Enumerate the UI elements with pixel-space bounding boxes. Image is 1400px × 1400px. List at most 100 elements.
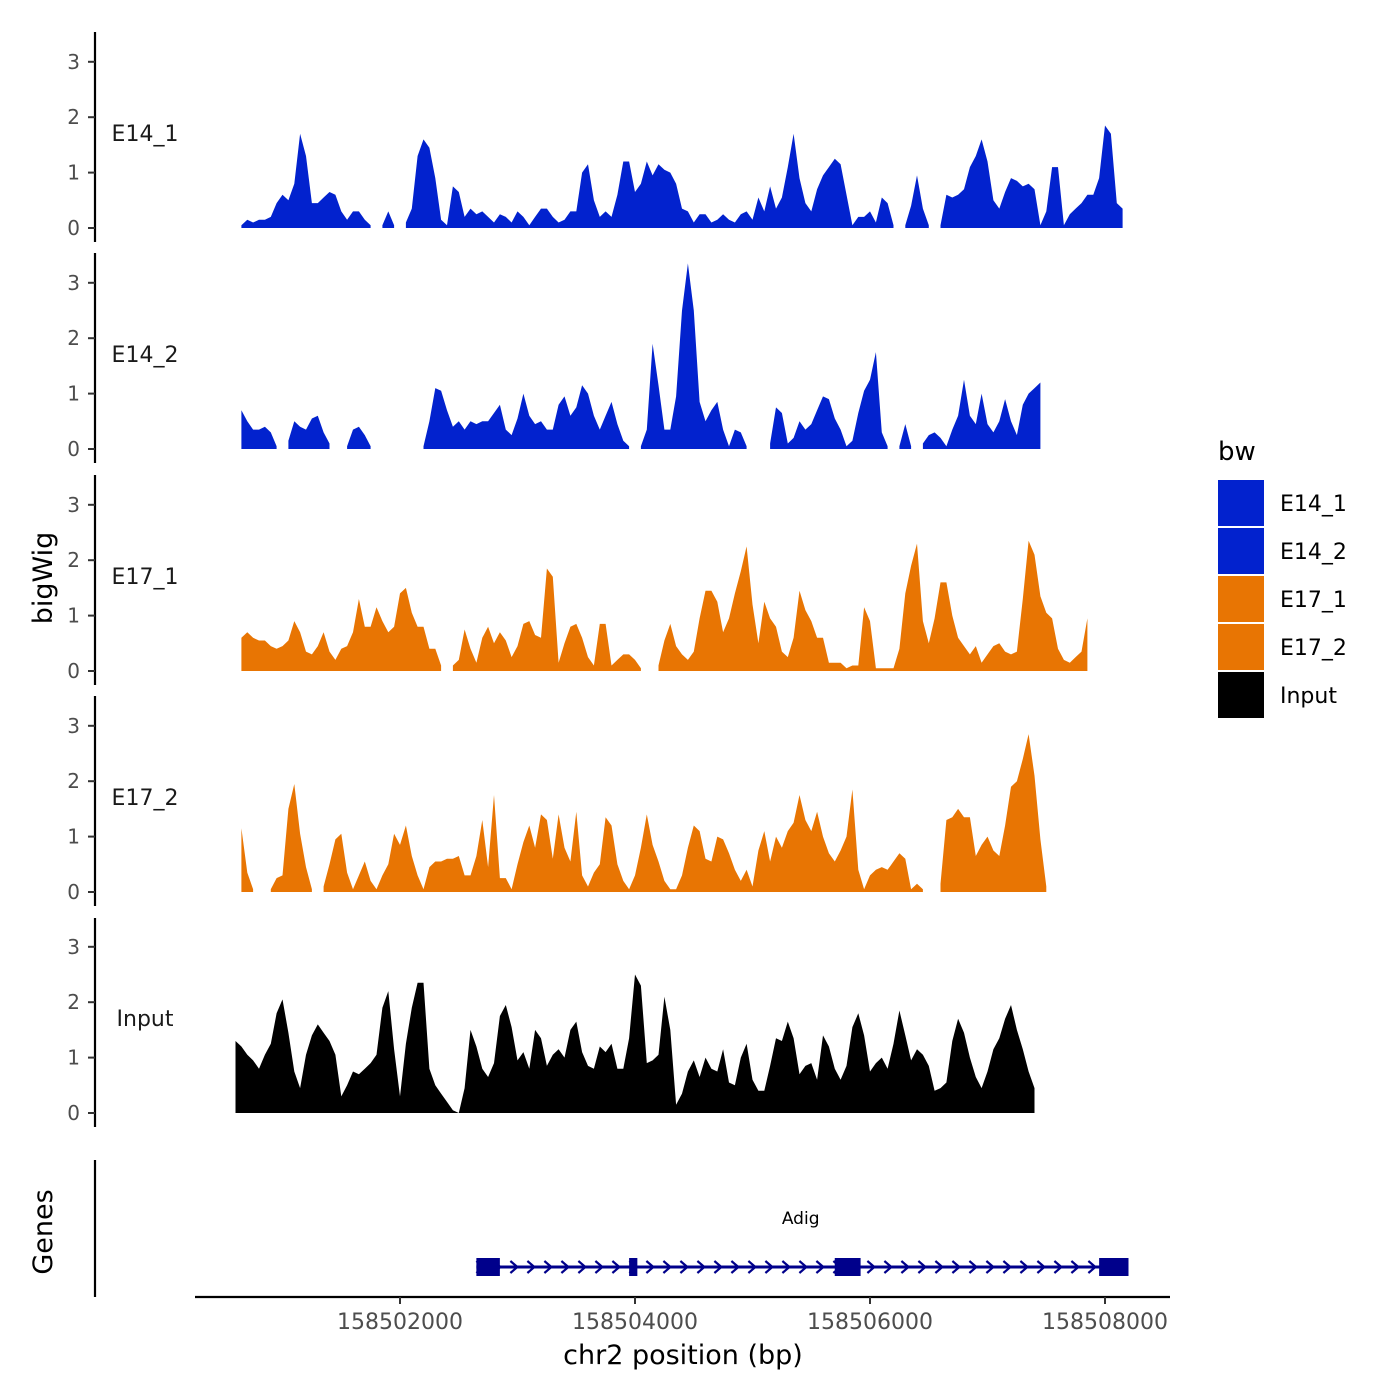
strand-chevron	[696, 1260, 707, 1274]
track-label: E14_2	[112, 343, 179, 368]
strand-chevron	[1019, 1260, 1030, 1274]
y-tick-label: 0	[67, 659, 80, 683]
signal-area	[241, 410, 277, 449]
strand-chevron	[713, 1260, 724, 1274]
track-Input: 0 1 2 3 Input	[67, 918, 1035, 1127]
x-tick-label: 158508000	[1042, 1310, 1168, 1335]
signal-area	[323, 789, 923, 892]
y-tick-label: 2	[67, 326, 80, 350]
legend-swatch	[1218, 576, 1264, 622]
strand-chevron	[662, 1260, 673, 1274]
y-tick-label: 2	[67, 769, 80, 793]
strand-chevron	[747, 1260, 758, 1274]
legend-swatch	[1218, 624, 1264, 670]
legend-label: E14_2	[1280, 540, 1347, 565]
track-label: E17_2	[112, 786, 179, 811]
strand-chevron	[985, 1260, 996, 1274]
legend-title: bw	[1218, 437, 1256, 467]
legend-label: E17_1	[1280, 588, 1347, 613]
strand-chevron	[934, 1260, 945, 1274]
track-E17_2: 0 1 2 3 E17_2	[67, 696, 1047, 906]
gene-track: Adig	[93, 1160, 1129, 1297]
y-axis-title: bigWig	[28, 532, 59, 625]
strand-chevron	[764, 1260, 775, 1274]
y-tick-label: 0	[67, 880, 80, 904]
genes-axis-title: Genes	[28, 1189, 59, 1274]
strand-chevron	[526, 1260, 537, 1274]
y-tick-label: 0	[67, 1101, 80, 1125]
signal-area	[770, 352, 888, 449]
strand-chevron	[951, 1260, 962, 1274]
legend-swatch	[1218, 480, 1264, 526]
x-tick-label: 158504000	[572, 1310, 698, 1335]
gene-name-label: Adig	[782, 1209, 820, 1229]
y-tick-label: 3	[67, 714, 80, 738]
y-tick-label: 2	[67, 990, 80, 1014]
strand-chevron	[781, 1260, 792, 1274]
x-axis: 158502000 158504000 158506000 158508000	[195, 1295, 1170, 1335]
track-label: E17_1	[112, 565, 179, 590]
strand-chevron	[866, 1260, 877, 1274]
strand-chevron	[1002, 1260, 1013, 1274]
strand-chevron	[900, 1260, 911, 1274]
strand-chevron	[1070, 1260, 1081, 1274]
y-tick-label: 1	[67, 825, 80, 849]
strand-chevron	[798, 1260, 809, 1274]
y-tick-label: 1	[67, 1046, 80, 1070]
strand-chevron	[815, 1260, 826, 1274]
x-axis-title: chr2 position (bp)	[563, 1340, 803, 1371]
signal-area	[899, 424, 912, 449]
strand-chevron	[1053, 1260, 1064, 1274]
strand-chevron	[577, 1260, 588, 1274]
track-E17_1: 0 1 2 3 E17_1	[67, 475, 1088, 685]
legend-swatch	[1218, 528, 1264, 574]
signal-area	[241, 133, 371, 228]
y-tick-label: 1	[67, 161, 80, 185]
signal-area	[288, 415, 330, 449]
signal-area	[241, 587, 442, 671]
strand-chevron	[679, 1260, 690, 1274]
gene-exon	[476, 1258, 500, 1276]
signal-area	[905, 175, 929, 228]
x-tick-label: 158506000	[807, 1310, 933, 1335]
track-E14_2: 0 1 2 3 E14_2	[67, 253, 1041, 463]
y-tick-label: 3	[67, 50, 80, 74]
legend-label: Input	[1280, 684, 1337, 709]
x-tick-label: 158502000	[337, 1310, 463, 1335]
signal-area	[241, 828, 254, 892]
y-tick-label: 2	[67, 548, 80, 572]
strand-chevron	[645, 1260, 656, 1274]
signal-area	[423, 385, 630, 449]
signal-area	[405, 133, 894, 228]
strand-chevron	[1036, 1260, 1047, 1274]
signal-area	[940, 125, 1123, 228]
strand-chevron	[1087, 1260, 1098, 1274]
signal-area	[452, 568, 641, 671]
legend-label: E14_1	[1280, 492, 1347, 517]
signal-area	[270, 784, 312, 892]
strand-chevron	[968, 1260, 979, 1274]
signal-area	[922, 379, 1041, 449]
y-tick-label: 3	[67, 493, 80, 517]
strand-chevron	[509, 1260, 520, 1274]
y-tick-label: 1	[67, 604, 80, 628]
y-tick-label: 2	[67, 105, 80, 129]
legend-swatch	[1218, 672, 1264, 718]
y-tick-label: 0	[67, 437, 80, 461]
legend: bw E14_1 E14_2 E17_1 E17_2 Input	[1218, 437, 1347, 718]
signal-area	[235, 974, 1035, 1113]
strand-chevron	[594, 1260, 605, 1274]
strand-chevron	[730, 1260, 741, 1274]
y-tick-label: 1	[67, 382, 80, 406]
signal-area	[940, 734, 1047, 892]
bigwig-tracks: 0 1 2 3 E14_1 0 1 2 3 E14_2 0 1 2 3 E17_1 0 1 2 3 E17_2 0 1 2 3…	[67, 32, 1123, 1127]
legend-label: E17_2	[1280, 636, 1347, 661]
signal-area	[658, 540, 1088, 671]
strand-chevron	[917, 1260, 928, 1274]
strand-chevron	[883, 1260, 894, 1274]
strand-chevron	[611, 1260, 622, 1274]
signal-area	[640, 263, 747, 449]
track-label: Input	[117, 1007, 174, 1032]
gene-exon	[834, 1258, 861, 1276]
